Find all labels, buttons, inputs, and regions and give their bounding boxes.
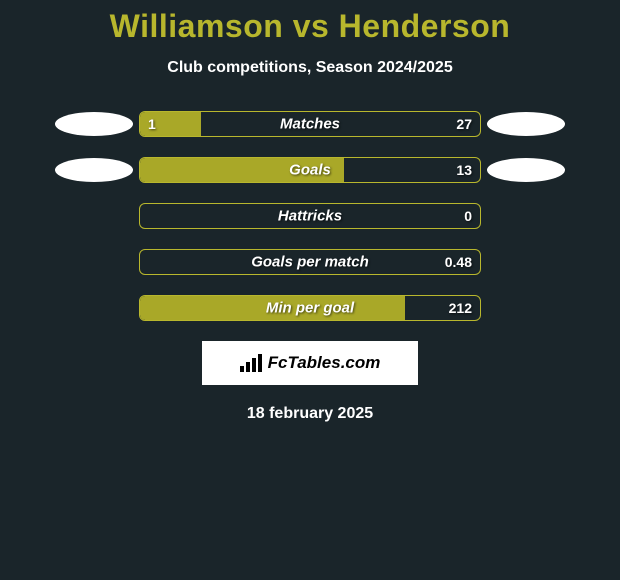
stat-value-right: 212	[449, 300, 472, 316]
stat-label: Hattricks	[278, 208, 342, 225]
date-label: 18 february 2025	[0, 405, 620, 423]
brand-label: FcTables.com	[268, 353, 381, 373]
team-logo-left	[49, 112, 139, 136]
team-logo-right	[481, 112, 571, 136]
subtitle: Club competitions, Season 2024/2025	[0, 59, 620, 77]
stat-label: Goals per match	[251, 254, 369, 271]
stat-bar: Hattricks 0	[139, 203, 481, 229]
stats-list: 1 Matches 27 Goals 13 Hattricks 0 Goals per mat…	[0, 111, 620, 321]
ellipse-icon	[55, 112, 133, 136]
stat-row: Goals 13	[0, 157, 620, 183]
stat-bar: 1 Matches 27	[139, 111, 481, 137]
stat-label: Matches	[280, 116, 340, 133]
team-logo-left	[49, 158, 139, 182]
stat-value-right: 13	[456, 162, 472, 178]
ellipse-icon	[487, 112, 565, 136]
team-logo-right	[481, 158, 571, 182]
ellipse-icon	[487, 158, 565, 182]
stat-value-left: 1	[148, 116, 156, 132]
stat-row: 1 Matches 27	[0, 111, 620, 137]
ellipse-icon	[55, 158, 133, 182]
stat-row: Hattricks 0	[0, 203, 620, 229]
stat-bar: Min per goal 212	[139, 295, 481, 321]
brand-badge[interactable]: FcTables.com	[202, 341, 418, 385]
chart-icon	[240, 354, 262, 372]
stat-row: Min per goal 212	[0, 295, 620, 321]
stat-label: Min per goal	[266, 300, 354, 317]
page-title: Williamson vs Henderson	[0, 8, 620, 45]
stat-row: Goals per match 0.48	[0, 249, 620, 275]
stat-bar: Goals per match 0.48	[139, 249, 481, 275]
stat-value-right: 0	[464, 208, 472, 224]
stat-label: Goals	[289, 162, 331, 179]
stat-value-right: 0.48	[445, 254, 472, 270]
stat-bar: Goals 13	[139, 157, 481, 183]
comparison-widget: Williamson vs Henderson Club competition…	[0, 0, 620, 423]
stat-value-right: 27	[456, 116, 472, 132]
